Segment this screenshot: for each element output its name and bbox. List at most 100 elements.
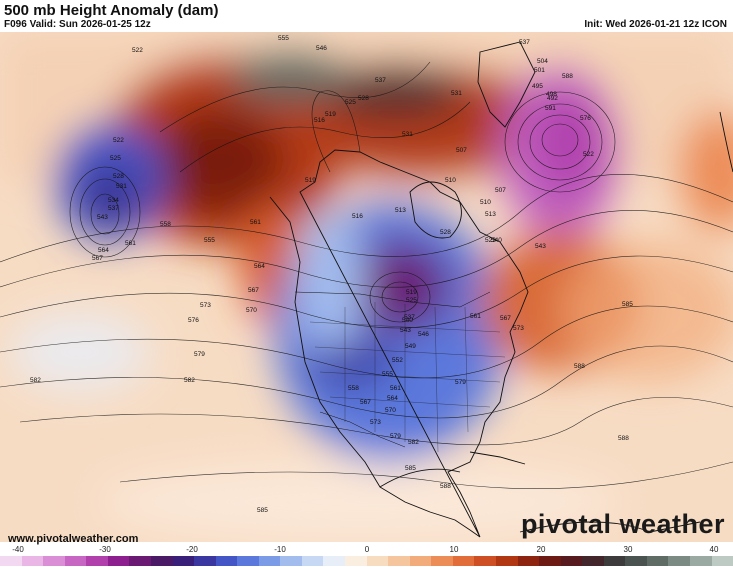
colorbar-swatch [366, 556, 389, 566]
gulf-coast [379, 468, 461, 488]
height-contours [0, 61, 733, 489]
colorbar-swatch [668, 556, 690, 566]
contour-label: 573 [200, 302, 211, 309]
contour-label: 510 [480, 199, 491, 206]
contour-label: 522 [485, 237, 496, 244]
colorbar-swatch [43, 556, 65, 566]
neutral-south [100, 462, 620, 542]
brand-logo: pivotal weather [520, 509, 725, 539]
contour-label: 588 [618, 435, 629, 442]
contour-label: 546 [418, 331, 429, 338]
contour-label: 558 [348, 385, 359, 392]
contour-label: 555 [382, 371, 393, 378]
website-link[interactable]: www.pivotalweather.com [8, 533, 139, 545]
contour-label: 585 [622, 301, 633, 308]
colorbar-ticks: -40 -30 -20 -10 0 10 20 30 40 [0, 545, 733, 555]
colorbar-swatch [409, 556, 432, 566]
contour-label: 528 [440, 229, 451, 236]
contour-label: 573 [370, 419, 381, 426]
colorbar-swatch [495, 556, 518, 566]
contour-label: 585 [257, 507, 268, 514]
colorbar-swatch [0, 556, 22, 566]
colorbar-swatch [21, 556, 44, 566]
contour-label: 504 [537, 58, 548, 65]
contour-label: 561 [470, 313, 481, 320]
europe-edge [719, 111, 733, 173]
contour-label: 567 [500, 315, 511, 322]
contour-label: 567 [360, 399, 371, 406]
colorbar-swatch [603, 556, 626, 566]
contour-label: 492 [547, 95, 558, 102]
contour-label: 588 [574, 363, 585, 370]
valid-time: F096 Valid: Sun 2026-01-25 12z [4, 19, 151, 30]
anomaly-map: 522 522 525 528 531 534 537 543 561 558 … [0, 32, 733, 542]
contour-label: 552 [392, 357, 403, 364]
colorbar-swatch [194, 556, 216, 566]
contour-label: 576 [580, 115, 591, 122]
contour-label: 528 [113, 173, 124, 180]
contour-label: 579 [455, 379, 466, 386]
colorbar-swatch [431, 556, 453, 566]
contour-label: 540 [402, 317, 413, 324]
contour-label: 525 [110, 155, 121, 162]
colorbar-swatch [452, 556, 475, 566]
anomaly-field [0, 32, 733, 542]
contour-label: 585 [405, 465, 416, 472]
contour-label: 498 [546, 91, 557, 98]
contour-label: 579 [194, 351, 205, 358]
colorbar-swatch [64, 556, 87, 566]
coastlines [269, 41, 733, 538]
us-canada-border [294, 291, 491, 308]
contour-label: 519 [406, 289, 417, 296]
contour-label: 543 [97, 214, 108, 221]
contour-label: 591 [545, 105, 556, 112]
hudson-bay [409, 181, 462, 239]
contour-label: 579 [390, 433, 401, 440]
contour-label: 570 [385, 407, 396, 414]
colorbar-tick-label: 40 [709, 545, 719, 554]
colorbar-swatch [474, 556, 496, 566]
colorbar-swatch [625, 556, 647, 566]
colorbar-tick-label: -20 [186, 545, 198, 554]
contour-label: 558 [160, 221, 171, 228]
contour-label: 495 [532, 83, 543, 90]
contour-label: 519 [305, 177, 316, 184]
colorbar-swatch [237, 556, 259, 566]
colorbar-swatch [711, 556, 733, 566]
colorbar: -40 -30 -20 -10 0 10 20 30 40 [0, 545, 733, 567]
colorbar-swatch [690, 556, 712, 566]
contour-label: 534 [108, 197, 119, 204]
colorbar-swatch [560, 556, 583, 566]
colorbar-swatch [646, 556, 669, 566]
contour-label: 549 [405, 343, 416, 350]
contour-label: 522 [113, 137, 124, 144]
us-mexico-border [319, 411, 406, 448]
contour-label: 513 [395, 207, 406, 214]
north-america-outline [269, 149, 529, 538]
contour-label: 543 [400, 327, 411, 334]
colorbar-swatch [280, 556, 302, 566]
contour-label: 561 [390, 385, 401, 392]
contour-label: 513 [485, 211, 496, 218]
init-time: Init: Wed 2026-01-21 12z ICON [584, 19, 727, 30]
colorbar-tick-label: -40 [12, 545, 24, 554]
contour-label: 567 [92, 255, 103, 262]
contour-label: 540 [491, 237, 502, 244]
contour-label: 567 [248, 287, 259, 294]
colorbar-swatch [86, 556, 108, 566]
colorbar-tick-label: -30 [99, 545, 111, 554]
contour-label: 582 [408, 439, 419, 446]
colorbar-tick-label: 10 [449, 545, 459, 554]
colorbar-swatch [539, 556, 561, 566]
contour-label: 564 [254, 263, 265, 270]
contour-label: 573 [513, 325, 524, 332]
colorbar-swatch [150, 556, 173, 566]
colorbar-swatch [129, 556, 151, 566]
colorbar-swatches [0, 556, 733, 566]
contour-label: 531 [402, 131, 413, 138]
cuba [469, 451, 526, 465]
contour-label: 507 [495, 187, 506, 194]
contour-label: 525 [406, 297, 417, 304]
contour-label: 555 [278, 35, 289, 42]
